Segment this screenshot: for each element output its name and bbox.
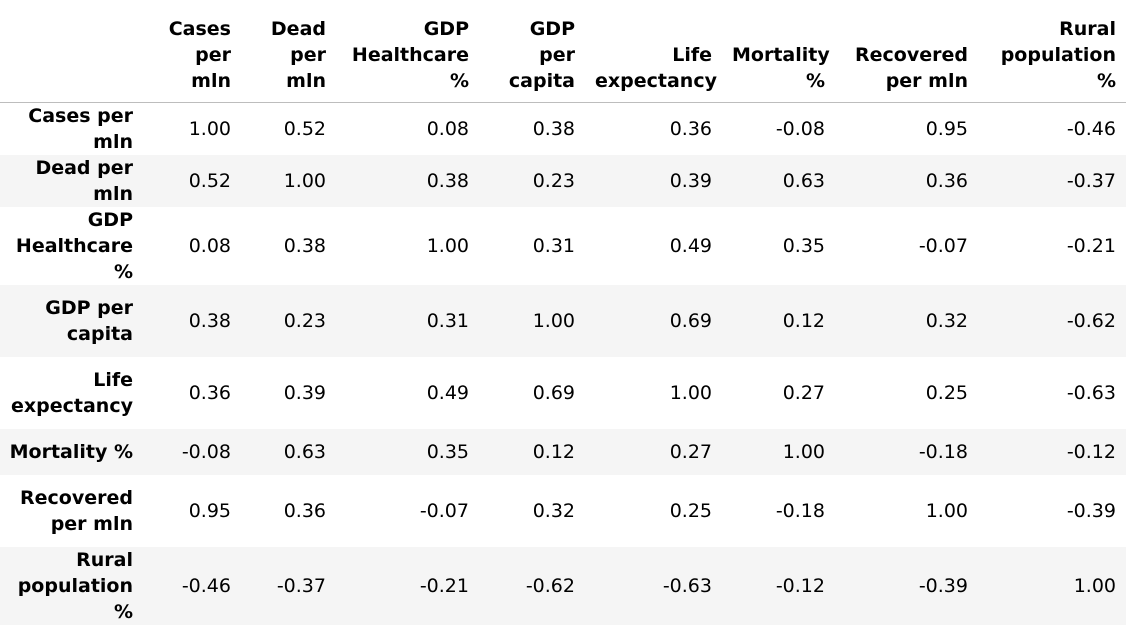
table-cell: 0.95 (188, 500, 231, 522)
table-cell: 0.31 (532, 235, 575, 257)
table-cell: 0.08 (426, 118, 469, 140)
table-cell: -0.21 (419, 575, 469, 597)
row-header: Dead per mln (35, 157, 133, 205)
column-header: GDP per capita (479, 14, 585, 103)
table-cell: 0.36 (669, 118, 712, 140)
table-cell: 0.23 (283, 310, 326, 332)
table-cell: 0.39 (669, 170, 712, 192)
table-cell: 0.35 (426, 441, 469, 463)
table-cell: 0.32 (925, 310, 968, 332)
table-cell: 0.38 (426, 170, 469, 192)
table-cell: 0.39 (283, 382, 326, 404)
table-cell: 0.38 (188, 310, 231, 332)
table-cell: 0.25 (669, 500, 712, 522)
correlation-table-container: Cases per mln Dead per mln GDP Healthcar… (0, 14, 1126, 625)
table-cell: -0.21 (1066, 235, 1116, 257)
column-header: Life expectancy (585, 14, 722, 103)
table-cell: 0.52 (283, 118, 326, 140)
table-cell: 0.25 (925, 382, 968, 404)
table-cell: 0.69 (532, 382, 575, 404)
header-row: Cases per mln Dead per mln GDP Healthcar… (0, 14, 1126, 103)
table-cell: -0.18 (918, 441, 968, 463)
table-cell: 1.00 (188, 118, 231, 140)
table-cell: -0.07 (419, 500, 469, 522)
table-cell: -0.63 (662, 575, 712, 597)
row-header: Mortality % (9, 441, 133, 463)
table-row: Mortality % -0.08 0.63 0.35 0.12 0.27 1.… (0, 429, 1126, 475)
row-header: Recovered per mln (20, 487, 133, 535)
table-cell: 0.52 (188, 170, 231, 192)
table-row: GDP Healthcare % 0.08 0.38 1.00 0.31 0.4… (0, 207, 1126, 285)
row-header: Cases per mln (28, 105, 133, 153)
table-cell: 0.63 (283, 441, 326, 463)
table-cell: -0.12 (775, 575, 825, 597)
table-cell: 0.32 (532, 500, 575, 522)
table-cell: 0.27 (782, 382, 825, 404)
table-cell: 0.36 (188, 382, 231, 404)
table-cell: 1.00 (426, 235, 469, 257)
table-cell: 0.23 (532, 170, 575, 192)
table-cell: 0.38 (283, 235, 326, 257)
table-cell: 1.00 (782, 441, 825, 463)
table-cell: 0.63 (782, 170, 825, 192)
table-cell: -0.08 (775, 118, 825, 140)
table-cell: 0.49 (669, 235, 712, 257)
corner-cell (0, 14, 143, 103)
correlation-table: Cases per mln Dead per mln GDP Healthcar… (0, 14, 1126, 625)
table-cell: -0.46 (1066, 118, 1116, 140)
table-cell: 0.69 (669, 310, 712, 332)
table-cell: 0.35 (782, 235, 825, 257)
table-cell: 1.00 (669, 382, 712, 404)
column-header: Mortality % (722, 14, 835, 103)
table-cell: -0.46 (181, 575, 231, 597)
table-cell: 1.00 (532, 310, 575, 332)
column-header: Dead per mln (241, 14, 336, 103)
row-header: GDP Healthcare % (15, 209, 133, 283)
table-cell: -0.39 (1066, 500, 1116, 522)
table-row: GDP per capita 0.38 0.23 0.31 1.00 0.69 … (0, 285, 1126, 357)
table-cell: 1.00 (283, 170, 326, 192)
table-cell: -0.37 (1066, 170, 1116, 192)
table-cell: -0.18 (775, 500, 825, 522)
table-row: Recovered per mln 0.95 0.36 -0.07 0.32 0… (0, 475, 1126, 547)
table-cell: 0.12 (532, 441, 575, 463)
table-cell: 0.49 (426, 382, 469, 404)
table-row: Life expectancy 0.36 0.39 0.49 0.69 1.00… (0, 357, 1126, 429)
row-header: Rural population % (17, 549, 133, 623)
table-cell: -0.63 (1066, 382, 1116, 404)
table-cell: 1.00 (1073, 575, 1116, 597)
table-cell: 0.38 (532, 118, 575, 140)
table-cell: 0.36 (925, 170, 968, 192)
table-row: Cases per mln 1.00 0.52 0.08 0.38 0.36 -… (0, 103, 1126, 156)
table-cell: 0.36 (283, 500, 326, 522)
column-header: GDP Healthcare % (336, 14, 479, 103)
table-cell: -0.39 (918, 575, 968, 597)
table-cell: -0.62 (525, 575, 575, 597)
table-cell: -0.08 (181, 441, 231, 463)
column-header: Cases per mln (143, 14, 241, 103)
table-cell: 0.12 (782, 310, 825, 332)
table-cell: 0.27 (669, 441, 712, 463)
table-cell: 1.00 (925, 500, 968, 522)
table-cell: -0.07 (918, 235, 968, 257)
table-row: Rural population % -0.46 -0.37 -0.21 -0.… (0, 547, 1126, 625)
table-cell: -0.37 (276, 575, 326, 597)
row-header: Life expectancy (11, 369, 133, 417)
table-cell: 0.08 (188, 235, 231, 257)
table-cell: 0.95 (925, 118, 968, 140)
table-cell: -0.12 (1066, 441, 1116, 463)
table-cell: -0.62 (1066, 310, 1116, 332)
column-header: Recovered per mln (835, 14, 978, 103)
column-header: Rural population % (978, 14, 1126, 103)
row-header: GDP per capita (45, 297, 133, 345)
table-row: Dead per mln 0.52 1.00 0.38 0.23 0.39 0.… (0, 155, 1126, 207)
table-cell: 0.31 (426, 310, 469, 332)
